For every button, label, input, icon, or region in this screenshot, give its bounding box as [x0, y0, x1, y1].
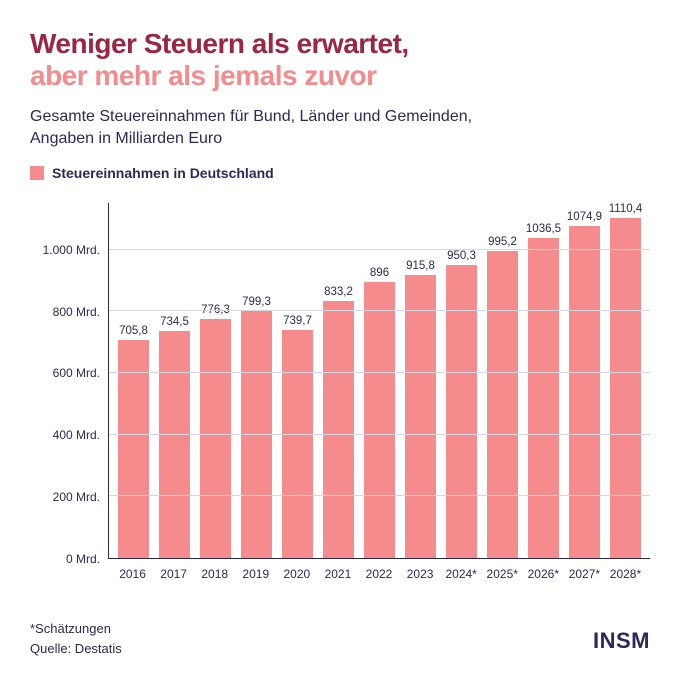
- title-line2: aber mehr als jemals zuvor: [30, 60, 650, 92]
- bar-value-label: 739,7: [283, 315, 312, 327]
- y-axis: 0 Mrd.200 Mrd.400 Mrd.600 Mrd.800 Mrd.1.…: [30, 203, 100, 559]
- bar-value-label: 896: [370, 267, 389, 279]
- x-tick-label: 2025*: [482, 563, 523, 583]
- subtitle-line: Gesamte Steuereinnahmen für Bund, Länder…: [30, 106, 650, 128]
- bar-value-label: 995,2: [488, 236, 517, 248]
- y-tick-label: 400 Mrd.: [30, 428, 100, 442]
- footnotes: *Schätzungen Quelle: Destatis: [30, 619, 122, 658]
- bar-value-label: 1110,4: [609, 203, 642, 215]
- x-tick-label: 2020: [276, 563, 317, 583]
- bars-container: 705,8 734,5 776,3 799,3 739,7 833,2 896 915,8 95…: [109, 203, 650, 558]
- bar-value-label: 1074,9: [567, 211, 602, 223]
- bar-column: 833,2: [318, 203, 359, 558]
- bar-column: 776,3: [195, 203, 236, 558]
- x-tick-label: 2026*: [523, 563, 564, 583]
- logo: INSM: [593, 628, 650, 654]
- bar: [159, 331, 190, 558]
- bar: [610, 218, 641, 558]
- bar-column: 1074,9: [564, 203, 605, 558]
- bar-column: 995,2: [482, 203, 523, 558]
- bar: [569, 226, 600, 558]
- bar: [487, 251, 518, 558]
- y-tick-label: 800 Mrd.: [30, 305, 100, 319]
- bar-value-label: 705,8: [119, 325, 148, 337]
- bar: [528, 238, 559, 558]
- subtitle-line: Angaben in Milliarden Euro: [30, 128, 650, 150]
- x-tick-label: 2019: [235, 563, 276, 583]
- bar-value-label: 833,2: [324, 286, 353, 298]
- bar-column: 799,3: [236, 203, 277, 558]
- bar-chart: 0 Mrd. 200 Mrd. 400 Mrd. 600 Mrd. 800 Mrd. 1.…: [30, 203, 650, 583]
- y-tick-label: 600 Mrd.: [30, 366, 100, 380]
- x-tick-label: 2016: [112, 563, 153, 583]
- y-tick-label: 0 Mrd.: [30, 552, 100, 566]
- bar-column: 896: [359, 203, 400, 558]
- bar: [323, 301, 354, 558]
- x-tick-label: 2018: [194, 563, 235, 583]
- bar: [282, 330, 313, 558]
- bar-column: 950,3: [441, 203, 482, 558]
- x-tick-label: 2028*: [605, 563, 646, 583]
- bar-column: 734,5: [154, 203, 195, 558]
- title-line1: Weniger Steuern als erwartet,: [30, 28, 650, 60]
- legend-label: Steuereinnahmen in Deutschland: [52, 165, 274, 181]
- bar-value-label: 799,3: [242, 296, 271, 308]
- bar-column: 739,7: [277, 203, 318, 558]
- footnote-source: Quelle: Destatis: [30, 639, 122, 659]
- legend: Steuereinnahmen in Deutschland: [30, 165, 650, 181]
- subtitle: Gesamte Steuereinnahmen für Bund, Länder…: [30, 106, 650, 149]
- bar: [118, 340, 149, 558]
- legend-swatch: [30, 166, 44, 180]
- bar: [364, 282, 395, 559]
- bar-column: 1036,5: [523, 203, 564, 558]
- grid-line: [109, 249, 650, 250]
- grid-line: [109, 434, 650, 435]
- y-tick-label: 1.000 Mrd.: [30, 243, 100, 257]
- bar: [446, 265, 477, 558]
- bar-value-label: 1036,5: [526, 223, 561, 235]
- bar-value-label: 915,8: [406, 260, 435, 272]
- bar-column: 705,8: [113, 203, 154, 558]
- footnote-estimate: *Schätzungen: [30, 619, 122, 639]
- bar: [241, 311, 272, 558]
- grid-line: [109, 495, 650, 496]
- x-tick-label: 2021: [317, 563, 358, 583]
- grid-line: [109, 372, 650, 373]
- bar-value-label: 734,5: [160, 316, 189, 328]
- y-tick-label: 200 Mrd.: [30, 490, 100, 504]
- bar: [200, 319, 231, 559]
- bar: [405, 275, 436, 558]
- x-tick-label: 2017: [153, 563, 194, 583]
- bar-value-label: 950,3: [447, 250, 476, 262]
- x-tick-label: 2024*: [441, 563, 482, 583]
- x-tick-label: 2027*: [564, 563, 605, 583]
- grid-line: [109, 310, 650, 311]
- bar-column: 1110,4: [605, 203, 646, 558]
- x-tick-label: 2022: [358, 563, 399, 583]
- plot-area: 705,8 734,5 776,3 799,3 739,7 833,2 896 915,8 95…: [108, 203, 650, 559]
- bar-column: 915,8: [400, 203, 441, 558]
- x-tick-label: 2023: [400, 563, 441, 583]
- x-axis-labels: 201620172018201920202021202220232024*202…: [108, 563, 650, 583]
